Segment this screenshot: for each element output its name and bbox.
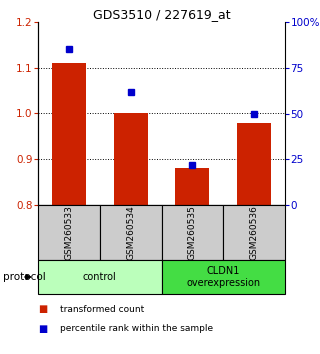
Bar xyxy=(162,260,285,294)
Bar xyxy=(38,205,100,260)
Text: percentile rank within the sample: percentile rank within the sample xyxy=(60,324,213,333)
Text: CLDN1
overexpression: CLDN1 overexpression xyxy=(186,266,260,288)
Title: GDS3510 / 227619_at: GDS3510 / 227619_at xyxy=(93,8,230,21)
Text: GSM260536: GSM260536 xyxy=(250,205,259,260)
Text: protocol: protocol xyxy=(3,272,46,282)
Bar xyxy=(162,205,223,260)
Text: GSM260534: GSM260534 xyxy=(126,205,135,260)
Text: GSM260533: GSM260533 xyxy=(64,205,73,260)
Bar xyxy=(100,205,162,260)
Bar xyxy=(114,114,148,205)
Bar xyxy=(223,205,285,260)
Text: ■: ■ xyxy=(38,324,47,333)
Text: GSM260535: GSM260535 xyxy=(188,205,197,260)
Text: transformed count: transformed count xyxy=(60,304,145,314)
Bar xyxy=(237,122,271,205)
Text: ■: ■ xyxy=(38,304,47,314)
Bar xyxy=(38,260,162,294)
Bar xyxy=(175,169,209,205)
Text: control: control xyxy=(83,272,116,282)
Bar xyxy=(52,63,86,205)
